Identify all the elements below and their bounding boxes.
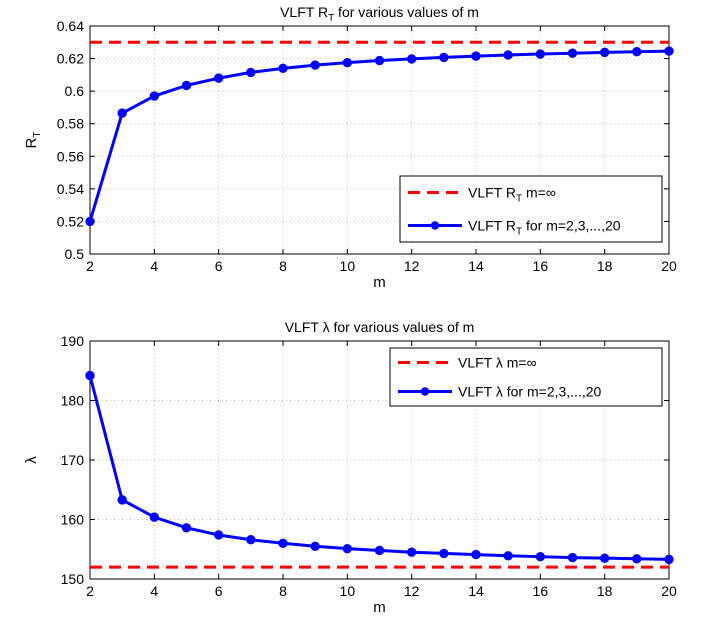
chart2-legend-box [389,347,663,407]
chart1-series-2-point [310,60,320,70]
chart2-ytick-label: 170 [61,452,85,468]
chart1-series-2-point [213,73,224,83]
chart2-xtick-label: 12 [404,583,420,599]
chart1-legend: VLFT RT m=∞ VLFT RT for m=2,3,...,20 [399,175,663,243]
chart2-series-2-point [471,549,481,560]
chart2-ytick-label: 150 [61,571,85,587]
chart1-ytick-label: 0.54 [57,181,84,197]
chart1-series-2-point [374,55,385,66]
chart1-series-2-point [149,91,160,101]
chart1-xtick-label: 6 [215,258,223,274]
chart2-series-2-point [117,495,127,505]
chart1-series-2-point [567,48,578,58]
chart1-xtick-label: 2 [86,258,94,274]
chart2-series-2-point [246,535,256,545]
chart1-ytick-label: 0.52 [57,213,84,229]
chart2-legend-label-2: VLFT λ for m=2,3,...,20 [458,384,602,400]
chart2-series-2-point [149,512,160,522]
chart2-xtick-label: 6 [215,583,223,599]
chart1-frame [89,25,670,255]
chart1-xtick-label: 14 [468,258,484,274]
chart2-xtick-label: 14 [468,583,484,599]
chart1: 2 4 6 8 10 12 14 16 18 20 0.5 0.52 0.54 0.56 0.58 0.6 0.… [23,4,677,291]
chart1-ytick-label: 0.6 [65,83,85,99]
chart2-ytick-label: 190 [61,333,85,349]
chart2-series-2-point [599,553,610,563]
chart1-ytick-label: 0.5 [65,246,85,262]
chart1-xtick-label: 16 [533,258,549,274]
chart1-legend-label-2: VLFT RT for m=2,3,...,20 [468,218,621,238]
chart2-ytick-label: 160 [61,512,85,528]
chart2-xtick-label: 18 [597,583,613,599]
chart2-legend-marker-2 [420,387,430,396]
chart2-series-2-point [342,543,353,554]
chart2-series-2-point [632,554,642,564]
chart2-series-2-point [567,552,578,563]
chart1-xtick-label: 20 [661,258,677,274]
chart2-series-2-point [535,551,546,562]
chart2-series-2-point [664,554,674,565]
chart2-xtick-label: 4 [150,583,158,599]
chart1-series-2-point [181,80,192,91]
chart2-title: VLFT λ for various values of m [285,319,475,335]
chart1-legend-marker-2 [430,221,440,230]
chart1-series-2-point [632,47,642,57]
chart1-xlabel: m [373,274,386,291]
chart1-series-2-point [85,216,95,227]
chart2-series-2-point [439,548,449,559]
chart2-ylabel: λ [23,456,40,464]
chart2-ytick-label: 180 [61,393,85,409]
chart1-legend-box [399,175,663,243]
chart1-series-2-point [439,52,449,63]
chart1-xtick-label: 4 [150,258,158,274]
chart1-series-2-point [535,49,546,59]
chart2-series-2-point [85,370,95,381]
chart2-xtick-label: 20 [661,583,677,599]
chart1-ytick-label: 0.58 [57,116,84,132]
chart2-xtick-label: 16 [533,583,549,599]
chart2-xtick-label: 2 [86,583,94,599]
chart2-series-2-point [406,547,417,557]
chart2-series-2-point [374,545,385,556]
chart2-xtick-label: 8 [279,583,287,599]
chart2-legend-label-1: VLFT λ m=∞ [458,355,537,371]
chart1-ytick-label: 0.64 [57,18,84,34]
chart2-legend: VLFT λ m=∞ VLFT λ for m=2,3,...,20 [389,347,663,407]
chart1-series-2-point [278,63,288,74]
chart1-series-2-point [246,67,256,78]
chart1-series-2-point [406,54,417,64]
chart1-series-2-point [117,108,127,118]
chart2-xtick-label: 10 [340,583,356,599]
chart2-xlabel: m [373,599,386,616]
chart1-ylabel: RT [23,132,43,149]
chart1-xtick-label: 8 [279,258,287,274]
chart2-series-2-point [181,523,192,533]
chart1-legend-label-1: VLFT RT m=∞ [468,185,556,205]
chart2-series-2-point [213,530,224,540]
chart1-xtick-label: 18 [597,258,613,274]
chart2-series-2-point [503,551,513,561]
chart1-xtick-label: 12 [404,258,420,274]
chart1-ytick-label: 0.62 [57,51,84,67]
chart1-series-2-point [599,47,610,58]
chart2-series-2-point [310,541,320,551]
chart2-series-2-point [278,538,288,548]
chart1-xtick-label: 10 [340,258,356,274]
chart1-title: VLFT RT for various values of m [280,4,479,24]
chart1-series-2-point [471,51,481,61]
chart2-frame [89,340,670,580]
chart1-series-2-point [503,50,513,60]
chart1-series-2-point [342,57,353,68]
chart2: 2 4 6 8 10 12 14 16 18 20 150 160 170 180 190 VLFT λ fo… [23,319,677,616]
chart1-series-2-point [664,46,674,56]
chart1-ytick-label: 0.56 [57,148,84,164]
